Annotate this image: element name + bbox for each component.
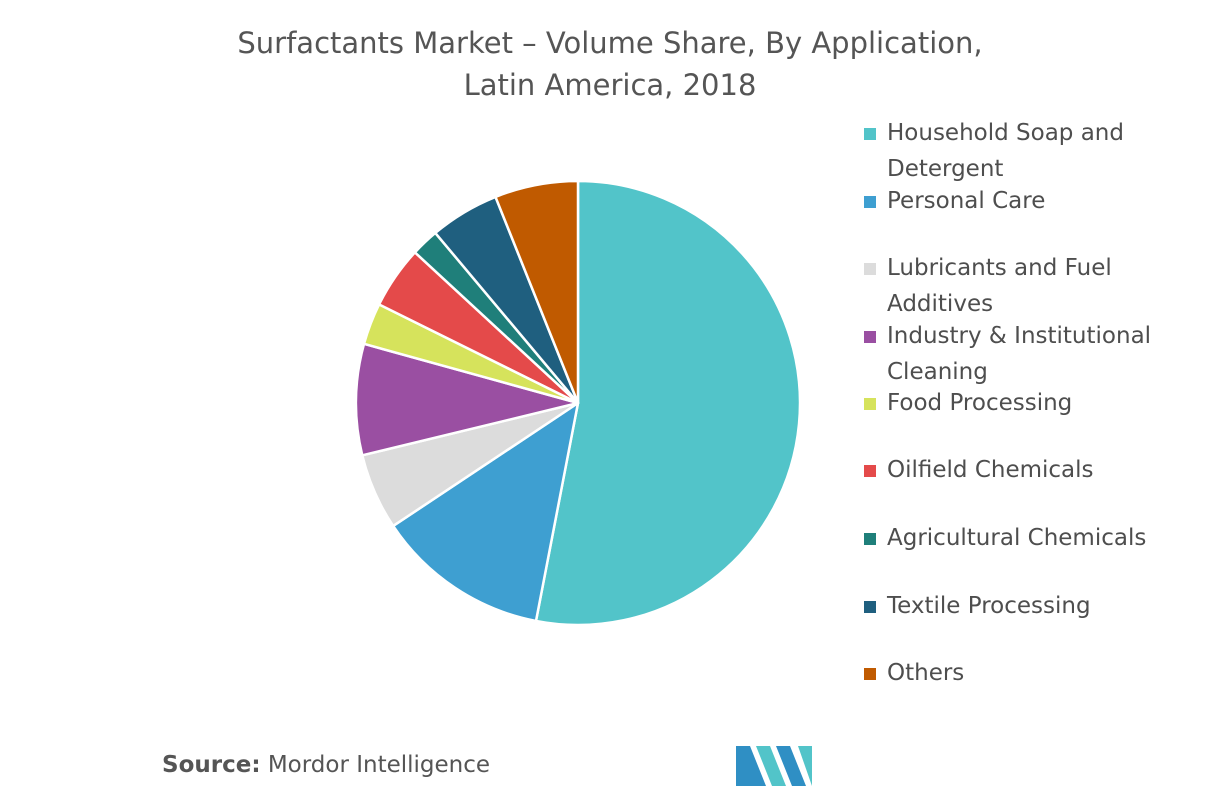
pie-slice-household-soap-and-detergent bbox=[534, 179, 802, 627]
pie-slice-industry-institutional-cleaning bbox=[354, 342, 580, 457]
legend-label: Personal Care bbox=[887, 188, 1046, 214]
pie-slice-others bbox=[494, 179, 580, 405]
legend-label: Lubricants and Fuel Additives bbox=[887, 255, 1112, 317]
chart-title-line-2: Latin America, 2018 bbox=[463, 68, 757, 102]
legend-swatch bbox=[864, 465, 876, 477]
pie-chart bbox=[354, 179, 802, 627]
legend-label: Agricultural Chemicals bbox=[887, 525, 1147, 551]
pie-slice-personal-care bbox=[391, 401, 580, 623]
legend-label: Food Processing bbox=[887, 390, 1073, 416]
legend-label: Household Soap and Detergent bbox=[887, 120, 1124, 182]
chart-title: Surfactants Market – Volume Share, By Ap… bbox=[110, 22, 1110, 106]
legend-swatch bbox=[864, 128, 876, 140]
legend-swatch bbox=[864, 398, 876, 410]
legend-swatch bbox=[864, 668, 876, 680]
legend-label: Textile Processing bbox=[887, 593, 1091, 619]
legend-label: Industry & Institutional Cleaning bbox=[887, 323, 1152, 385]
chart-title-line-1: Surfactants Market – Volume Share, By Ap… bbox=[237, 26, 983, 60]
legend-label: Oilfield Chemicals bbox=[887, 457, 1094, 483]
source-label: Source: bbox=[162, 752, 261, 778]
source-note: Source: Mordor Intelligence bbox=[162, 752, 490, 778]
legend-swatch bbox=[864, 331, 876, 343]
source-value: Mordor Intelligence bbox=[267, 752, 491, 778]
legend-swatch bbox=[864, 263, 876, 275]
legend-swatch bbox=[864, 601, 876, 613]
legend-label: Others bbox=[887, 660, 965, 686]
mordor-intelligence-logo-icon bbox=[736, 746, 812, 786]
legend-swatch bbox=[864, 196, 876, 208]
legend-swatch bbox=[864, 533, 876, 545]
